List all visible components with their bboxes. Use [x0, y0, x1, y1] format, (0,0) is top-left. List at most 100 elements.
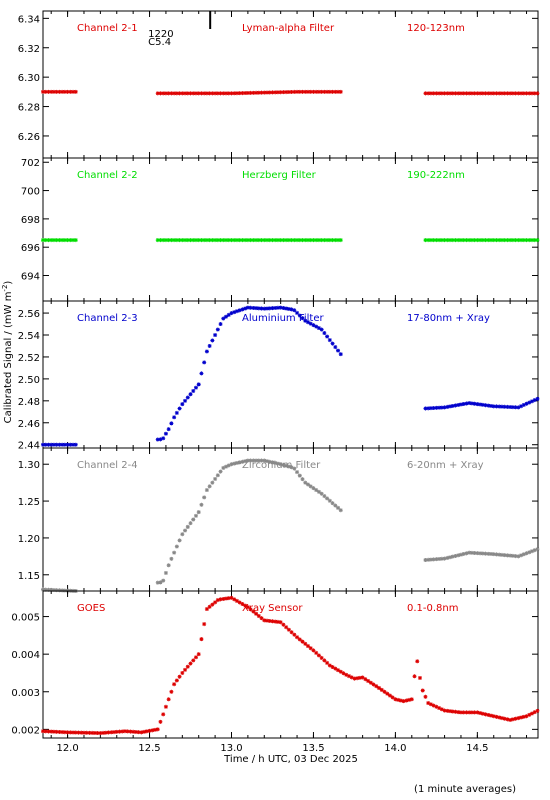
panel-band: 120-123nm: [407, 23, 465, 34]
data-point: [158, 580, 163, 585]
data-point: [196, 382, 201, 387]
data-point: [183, 91, 188, 96]
data-point: [472, 238, 477, 243]
data-point: [43, 89, 48, 94]
data-point: [527, 238, 532, 243]
data-point: [437, 706, 442, 711]
panel-subtitle: Aluminium Filter: [242, 313, 325, 324]
data-point: [196, 91, 201, 96]
data-point: [210, 338, 215, 343]
data-point: [84, 730, 89, 735]
data-point: [439, 556, 444, 561]
data-point: [243, 459, 248, 464]
data-point: [213, 238, 218, 243]
data-point: [431, 703, 436, 708]
data-point: [161, 436, 166, 441]
data-point: [232, 461, 237, 466]
data-point: [273, 238, 278, 243]
data-point: [273, 619, 278, 624]
data-point: [180, 91, 185, 96]
data-point: [319, 89, 324, 94]
data-point: [513, 716, 518, 721]
data-point: [469, 238, 474, 243]
data-point: [510, 553, 515, 558]
data-point: [336, 668, 341, 673]
data-point: [338, 352, 343, 357]
data-point: [475, 551, 480, 556]
data-point: [448, 555, 453, 560]
data-point: [188, 91, 193, 96]
data-point: [423, 238, 428, 243]
data-point: [278, 620, 283, 625]
data-point: [480, 711, 485, 716]
data-point: [210, 480, 215, 485]
data-point: [368, 680, 373, 685]
data-point: [188, 661, 193, 666]
data-point: [510, 717, 515, 722]
data-point: [262, 458, 267, 463]
data-point: [251, 458, 256, 463]
data-point: [478, 551, 483, 556]
data-point: [273, 305, 278, 310]
data-point: [68, 89, 73, 94]
y-axis-label-main: Calibrated Signal / (mW m: [3, 292, 14, 424]
panel-subtitle: Lyman-alpha Filter: [242, 23, 335, 34]
data-point: [521, 552, 526, 557]
data-point: [183, 667, 188, 672]
data-point: [355, 676, 360, 681]
data-point: [434, 405, 439, 410]
data-point: [295, 310, 300, 315]
data-point: [535, 396, 540, 401]
data-point: [256, 613, 261, 618]
data-point: [461, 238, 466, 243]
data-point: [210, 602, 215, 607]
data-point: [456, 553, 461, 558]
data-point: [510, 91, 515, 96]
data-point: [51, 89, 56, 94]
data-point: [213, 333, 218, 338]
data-point: [311, 323, 316, 328]
data-point: [273, 460, 278, 465]
data-point: [314, 650, 319, 655]
y-axis-label-sup: -2: [1, 285, 9, 292]
data-point: [322, 658, 327, 663]
data-point: [292, 632, 297, 637]
data-point: [456, 238, 461, 243]
data-point: [529, 399, 534, 404]
y-tick-label: 2.50: [18, 375, 40, 386]
data-point: [289, 465, 294, 470]
data-point: [475, 238, 480, 243]
data-point: [60, 730, 65, 735]
y-tick-label: 2.52: [18, 353, 40, 364]
data-point: [218, 469, 223, 474]
data-point: [273, 90, 278, 95]
data-point: [180, 238, 185, 243]
panel-band: 190-222nm: [407, 170, 465, 181]
data-point: [325, 334, 330, 339]
data-point: [243, 238, 248, 243]
data-point: [71, 89, 76, 94]
data-point: [456, 710, 461, 715]
data-point: [423, 406, 428, 411]
data-point: [51, 729, 56, 734]
data-point: [229, 91, 234, 96]
data-point: [428, 238, 433, 243]
data-point: [224, 314, 229, 319]
data-point: [338, 508, 343, 513]
data-point: [529, 549, 534, 554]
data-point: [188, 238, 193, 243]
data-point: [295, 470, 300, 475]
data-point: [57, 89, 62, 94]
data-point: [486, 238, 491, 243]
data-point: [275, 305, 280, 310]
data-point: [437, 405, 442, 410]
data-point: [240, 91, 245, 96]
data-point: [286, 464, 291, 469]
data-point: [475, 710, 480, 715]
data-point: [398, 698, 403, 703]
data-point: [191, 517, 196, 522]
data-point: [98, 731, 103, 736]
y-tick-label: 700: [21, 187, 40, 198]
data-point: [251, 238, 256, 243]
